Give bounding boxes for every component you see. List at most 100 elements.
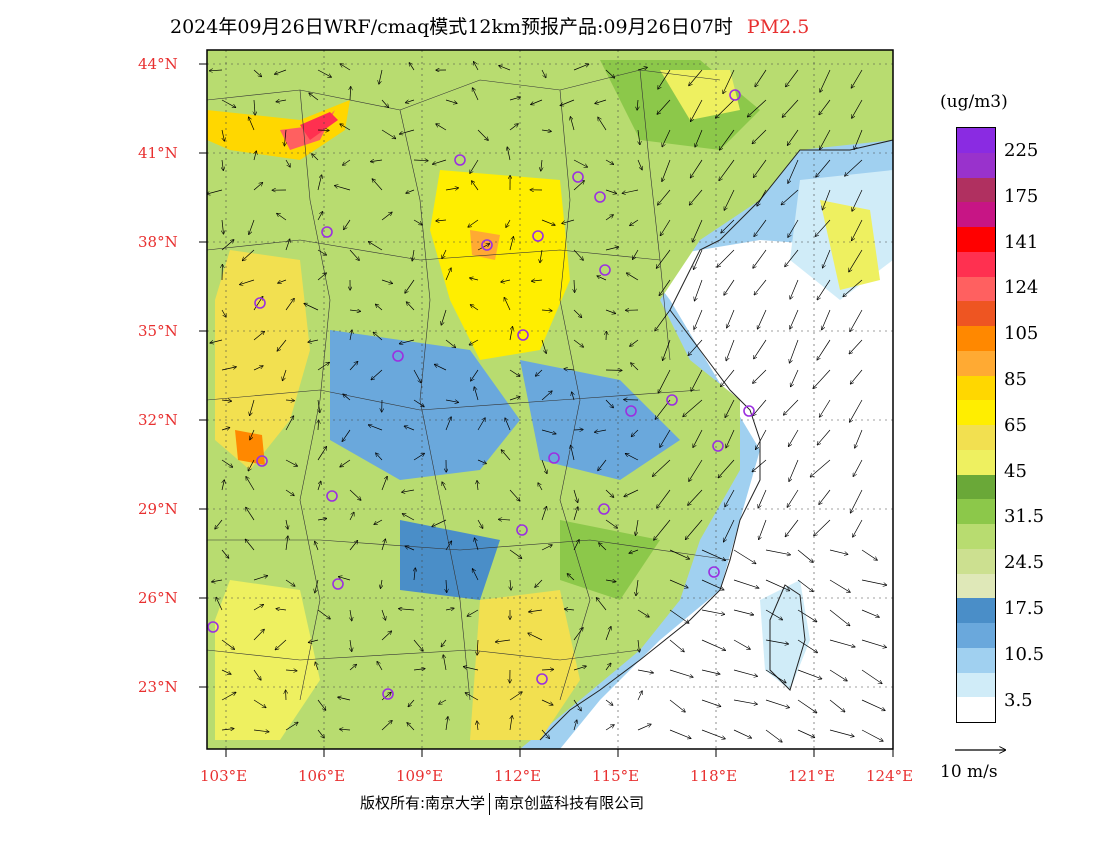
lat-label: 29°N: [138, 500, 178, 518]
wind-arrow: [442, 482, 447, 491]
wind-arrow: [755, 69, 767, 87]
lon-label: 118°E: [690, 767, 738, 785]
station-marker: [207, 621, 219, 633]
legend-swatch: [957, 573, 995, 599]
legend-swatch: [957, 598, 995, 623]
wind-arrow: [829, 639, 855, 647]
wind-arrow: [564, 369, 575, 370]
wind-arrow: [861, 549, 877, 560]
wind-arrow: [538, 483, 543, 491]
legend-swatch: [957, 326, 995, 351]
wind-arrow: [477, 129, 488, 140]
wind-arrow: [605, 580, 616, 582]
wind-arrow: [413, 160, 428, 161]
wind-arrow: [605, 215, 613, 221]
wind-arrow: [596, 598, 607, 611]
wind-arrow: [853, 519, 863, 537]
wind-arrow: [253, 699, 266, 708]
wind-arrow: [379, 69, 383, 84]
legend-label: 3.5: [1004, 689, 1033, 711]
wind-arrow: [253, 605, 263, 611]
wind-arrow: [630, 339, 639, 346]
wind-arrow: [797, 549, 813, 562]
wind-arrow: [716, 99, 735, 118]
wind-arrow: [788, 159, 799, 183]
wind-arrow: [275, 639, 287, 650]
wind-arrow: [221, 428, 230, 431]
wind-arrow: [317, 729, 324, 738]
wind-arrow: [541, 159, 542, 171]
wind-arrow: [221, 309, 226, 317]
wind-arrow: [724, 189, 735, 210]
wind-arrow: [701, 639, 725, 650]
wind-arrow: [637, 159, 642, 170]
legend-swatch: [957, 474, 995, 500]
wind-arrow: [861, 579, 887, 585]
station-marker: [712, 440, 724, 452]
wind-arrow: [669, 669, 693, 677]
wind-arrow: [277, 214, 287, 221]
wind-arrow: [605, 519, 617, 528]
wind-arrow: [405, 279, 415, 293]
wind-arrow: [810, 459, 831, 477]
wind-arrow: [406, 100, 415, 103]
wind-arrow: [510, 579, 511, 590]
wind-arrow: [407, 302, 415, 311]
station-marker: [517, 329, 529, 341]
wind-arrow: [509, 124, 518, 131]
wind-arrow: [510, 716, 512, 731]
wind-arrow: [350, 639, 352, 651]
wind-arrow: [692, 219, 703, 242]
wind-arrow: [445, 417, 451, 431]
wind-arrow: [312, 154, 319, 161]
wind-arrow: [605, 699, 613, 705]
wind-arrow: [573, 309, 582, 317]
wind-arrow: [414, 568, 415, 581]
legend-swatch: [957, 449, 995, 475]
wind-arrow: [662, 129, 671, 147]
wind-arrow: [657, 99, 671, 114]
wind-arrow: [446, 717, 448, 731]
wind-arrow: [315, 579, 319, 593]
wind-arrow: [283, 369, 287, 381]
wind-arrow: [782, 99, 799, 117]
wind-arrow: [636, 519, 639, 535]
wind-arrow: [733, 669, 757, 676]
wind-arrow: [504, 298, 511, 311]
wind-arrow: [605, 627, 611, 641]
wind-arrow: [541, 130, 551, 131]
wind-arrow: [573, 249, 583, 260]
wind-arrow: [221, 729, 234, 730]
wind-arrow: [691, 159, 703, 178]
wind-arrow: [249, 219, 255, 234]
wind-arrow: [861, 729, 883, 741]
wind-arrow: [309, 640, 319, 643]
wind-arrow: [726, 429, 735, 448]
wind-arrow: [446, 579, 447, 592]
wind-arrow: [690, 189, 703, 205]
wind-arrow: [573, 430, 583, 431]
wind-arrow: [701, 609, 725, 614]
map-field: [207, 50, 893, 749]
wind-arrow: [243, 249, 255, 261]
wind-arrow: [688, 339, 703, 355]
wind-arrow: [733, 699, 757, 704]
wind-arrow: [222, 129, 224, 141]
legend-swatch: [957, 499, 995, 524]
wind-arrow: [701, 699, 721, 706]
wind-arrow: [631, 429, 639, 436]
wind-arrow: [701, 549, 725, 560]
legend-swatch: [957, 251, 995, 277]
wind-arrow: [573, 339, 583, 347]
wind-arrow: [349, 249, 359, 260]
pollutant-name: PM2.5: [746, 16, 810, 38]
wind-arrow: [627, 273, 639, 281]
wind-arrow: [756, 429, 767, 449]
wind-arrow: [541, 507, 547, 521]
map-title: 2024年09月26日WRF/cmaq模式12km预报产品:09月26日07时 P…: [170, 12, 809, 39]
wind-arrow: [787, 489, 799, 507]
legend-label: 24.5: [1004, 552, 1045, 574]
legend-unit: (ug/m3): [940, 92, 1008, 112]
wind-arrow: [560, 99, 575, 106]
wind-arrow: [638, 639, 639, 652]
